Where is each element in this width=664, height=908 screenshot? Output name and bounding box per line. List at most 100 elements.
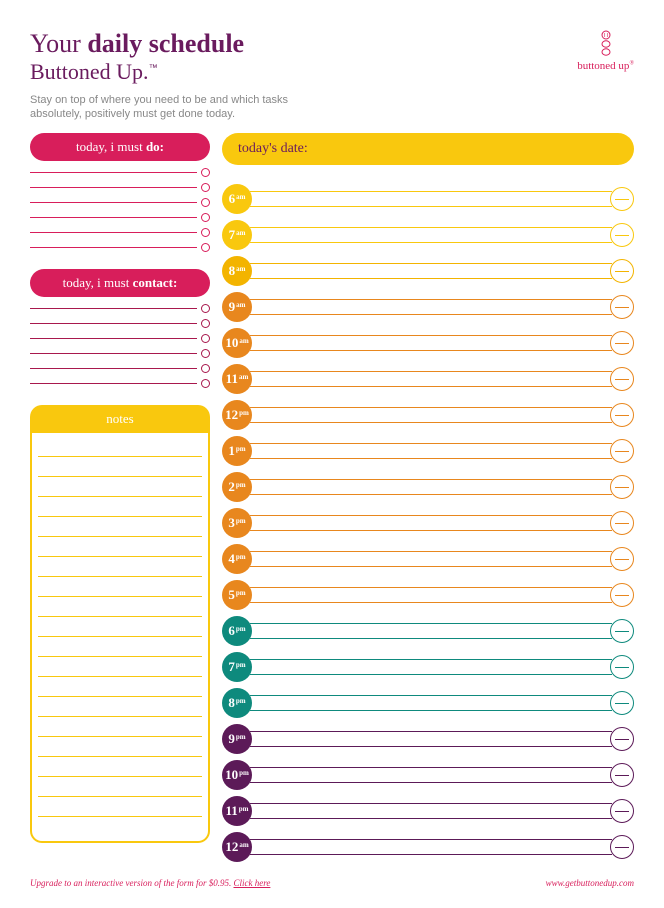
- footer-right[interactable]: www.getbuttonedup.com: [546, 878, 634, 888]
- hour-row[interactable]: 7pm: [222, 649, 634, 685]
- hour-row[interactable]: 11pm: [222, 793, 634, 829]
- task-line[interactable]: [30, 346, 210, 361]
- hour-row[interactable]: 3pm: [222, 505, 634, 541]
- hour-writing-lines[interactable]: [250, 328, 612, 358]
- hour-end-circle[interactable]: [610, 331, 634, 355]
- task-line[interactable]: [30, 180, 210, 195]
- note-line[interactable]: [38, 517, 202, 537]
- hour-writing-lines[interactable]: [250, 508, 612, 538]
- hour-writing-lines[interactable]: [250, 436, 612, 466]
- note-line[interactable]: [38, 797, 202, 817]
- do-lines[interactable]: [30, 165, 210, 255]
- task-line[interactable]: [30, 316, 210, 331]
- note-line[interactable]: [38, 497, 202, 517]
- hour-row[interactable]: 1pm: [222, 433, 634, 469]
- task-line[interactable]: [30, 331, 210, 346]
- hour-writing-lines[interactable]: [250, 544, 612, 574]
- note-line[interactable]: [38, 757, 202, 777]
- hour-writing-lines[interactable]: [250, 688, 612, 718]
- hour-end-circle[interactable]: [610, 439, 634, 463]
- note-line[interactable]: [38, 817, 202, 837]
- hour-end-circle[interactable]: [610, 475, 634, 499]
- task-line[interactable]: [30, 195, 210, 210]
- hour-writing-lines[interactable]: [250, 796, 612, 826]
- hour-end-circle[interactable]: [610, 583, 634, 607]
- checkbox-circle[interactable]: [201, 304, 210, 313]
- note-line[interactable]: [38, 637, 202, 657]
- hour-writing-lines[interactable]: [250, 652, 612, 682]
- hour-end-circle[interactable]: [610, 763, 634, 787]
- hour-row[interactable]: 10pm: [222, 757, 634, 793]
- task-line[interactable]: [30, 225, 210, 240]
- hour-end-circle[interactable]: [610, 187, 634, 211]
- checkbox-circle[interactable]: [201, 379, 210, 388]
- checkbox-circle[interactable]: [201, 213, 210, 222]
- hour-row[interactable]: 11am: [222, 361, 634, 397]
- note-line[interactable]: [38, 557, 202, 577]
- hour-row[interactable]: 8am: [222, 253, 634, 289]
- task-line[interactable]: [30, 301, 210, 316]
- hour-end-circle[interactable]: [610, 835, 634, 859]
- checkbox-circle[interactable]: [201, 168, 210, 177]
- note-line[interactable]: [38, 737, 202, 757]
- hour-writing-lines[interactable]: [250, 292, 612, 322]
- hour-row[interactable]: 9pm: [222, 721, 634, 757]
- checkbox-circle[interactable]: [201, 183, 210, 192]
- task-line[interactable]: [30, 361, 210, 376]
- hour-end-circle[interactable]: [610, 727, 634, 751]
- note-line[interactable]: [38, 437, 202, 457]
- hour-row[interactable]: 9am: [222, 289, 634, 325]
- note-line[interactable]: [38, 617, 202, 637]
- task-line[interactable]: [30, 165, 210, 180]
- hour-row[interactable]: 12pm: [222, 397, 634, 433]
- checkbox-circle[interactable]: [201, 198, 210, 207]
- note-line[interactable]: [38, 677, 202, 697]
- hour-row[interactable]: 12am: [222, 829, 634, 865]
- hour-end-circle[interactable]: [610, 619, 634, 643]
- hour-writing-lines[interactable]: [250, 472, 612, 502]
- notes-body[interactable]: [30, 433, 210, 843]
- hour-writing-lines[interactable]: [250, 616, 612, 646]
- date-pill[interactable]: today's date:: [222, 133, 634, 165]
- checkbox-circle[interactable]: [201, 334, 210, 343]
- hour-writing-lines[interactable]: [250, 760, 612, 790]
- checkbox-circle[interactable]: [201, 228, 210, 237]
- hour-row[interactable]: 8pm: [222, 685, 634, 721]
- note-line[interactable]: [38, 477, 202, 497]
- note-line[interactable]: [38, 717, 202, 737]
- hour-row[interactable]: 2pm: [222, 469, 634, 505]
- hour-writing-lines[interactable]: [250, 580, 612, 610]
- hour-writing-lines[interactable]: [250, 724, 612, 754]
- hour-writing-lines[interactable]: [250, 184, 612, 214]
- hour-end-circle[interactable]: [610, 403, 634, 427]
- note-line[interactable]: [38, 537, 202, 557]
- hour-writing-lines[interactable]: [250, 400, 612, 430]
- hour-writing-lines[interactable]: [250, 220, 612, 250]
- hour-end-circle[interactable]: [610, 691, 634, 715]
- hour-end-circle[interactable]: [610, 547, 634, 571]
- hour-writing-lines[interactable]: [250, 364, 612, 394]
- hour-row[interactable]: 6am: [222, 181, 634, 217]
- hour-end-circle[interactable]: [610, 259, 634, 283]
- hour-end-circle[interactable]: [610, 799, 634, 823]
- note-line[interactable]: [38, 697, 202, 717]
- hour-row[interactable]: 6pm: [222, 613, 634, 649]
- hour-row[interactable]: 4pm: [222, 541, 634, 577]
- checkbox-circle[interactable]: [201, 349, 210, 358]
- checkbox-circle[interactable]: [201, 319, 210, 328]
- checkbox-circle[interactable]: [201, 364, 210, 373]
- task-line[interactable]: [30, 240, 210, 255]
- hour-end-circle[interactable]: [610, 295, 634, 319]
- note-line[interactable]: [38, 457, 202, 477]
- hour-writing-lines[interactable]: [250, 832, 612, 862]
- hour-writing-lines[interactable]: [250, 256, 612, 286]
- note-line[interactable]: [38, 777, 202, 797]
- note-line[interactable]: [38, 657, 202, 677]
- hour-end-circle[interactable]: [610, 223, 634, 247]
- checkbox-circle[interactable]: [201, 243, 210, 252]
- hour-row[interactable]: 5pm: [222, 577, 634, 613]
- hour-end-circle[interactable]: [610, 367, 634, 391]
- upgrade-link[interactable]: Click here: [233, 878, 270, 888]
- hour-row[interactable]: 7am: [222, 217, 634, 253]
- hour-row[interactable]: 10am: [222, 325, 634, 361]
